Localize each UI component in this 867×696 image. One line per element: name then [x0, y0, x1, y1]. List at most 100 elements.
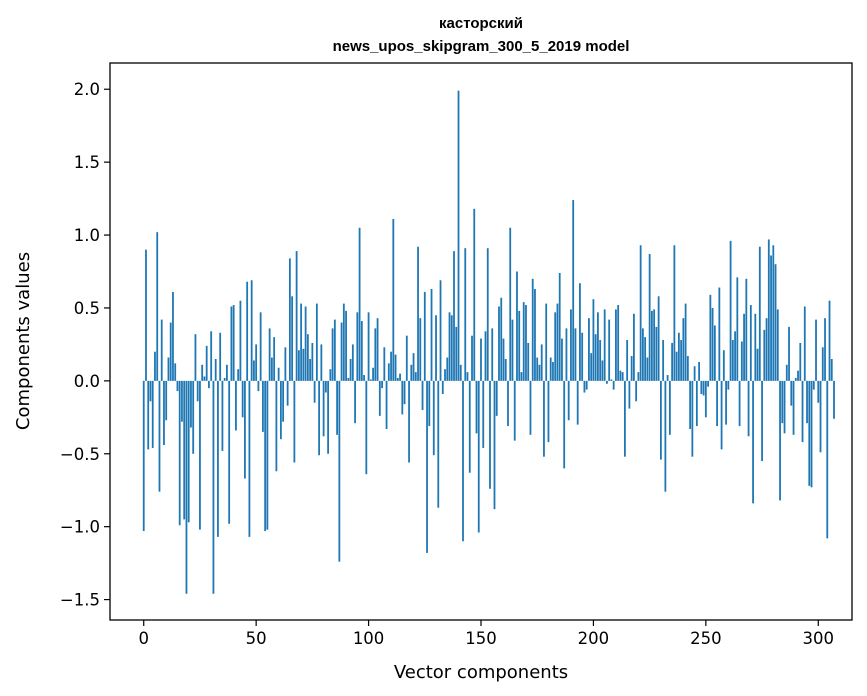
bar	[646, 357, 649, 381]
bar	[594, 334, 597, 381]
bar	[572, 200, 575, 381]
bar	[237, 369, 240, 381]
bar	[666, 375, 669, 381]
bar	[617, 305, 620, 381]
bar	[675, 351, 678, 381]
bar	[201, 364, 204, 381]
bar	[612, 380, 615, 390]
bar	[169, 322, 172, 381]
bar	[797, 370, 799, 381]
bar	[468, 380, 471, 473]
bar	[610, 379, 613, 381]
bar	[208, 380, 210, 389]
bar	[421, 380, 424, 411]
bar	[394, 354, 397, 381]
bar	[448, 312, 451, 381]
bar	[145, 249, 147, 381]
bar	[253, 360, 255, 381]
bar	[830, 359, 833, 381]
bar	[356, 312, 359, 381]
bar	[426, 380, 428, 553]
bar	[486, 248, 489, 381]
bar	[450, 315, 453, 381]
bar	[624, 380, 626, 457]
bar	[493, 380, 496, 510]
y-tick-label: 0.0	[74, 372, 100, 391]
bar	[763, 329, 766, 381]
bar	[585, 380, 588, 390]
bar	[507, 380, 509, 427]
y-tick-label: 1.5	[74, 153, 100, 172]
bar	[821, 347, 824, 381]
bar	[300, 303, 303, 381]
bar	[754, 313, 757, 381]
bar	[745, 278, 748, 381]
bar	[761, 380, 763, 462]
bar	[603, 309, 606, 381]
bar	[525, 305, 527, 381]
bar	[329, 369, 332, 381]
bar	[824, 318, 826, 381]
bar	[453, 251, 455, 381]
bar	[657, 296, 660, 381]
y-axis-label: Components values	[13, 252, 34, 430]
bar	[399, 373, 401, 381]
bar	[531, 278, 534, 381]
bar	[677, 332, 680, 381]
bar	[641, 328, 644, 381]
bar	[318, 380, 321, 456]
bar	[547, 380, 550, 443]
bar	[543, 380, 545, 457]
bar	[322, 380, 325, 437]
bar	[439, 280, 442, 381]
bar	[693, 366, 696, 381]
bar	[808, 380, 811, 486]
bar	[214, 359, 217, 381]
bar	[390, 351, 392, 381]
bar	[212, 380, 215, 594]
bar	[518, 310, 521, 381]
bar	[142, 380, 145, 532]
x-tick-label: 200	[578, 629, 610, 648]
bar	[511, 319, 514, 381]
bar	[695, 380, 698, 427]
bar	[563, 380, 566, 469]
bar	[713, 325, 716, 381]
bar	[259, 312, 262, 381]
bar	[619, 370, 622, 381]
bar	[277, 367, 280, 381]
bar	[653, 309, 656, 381]
bar	[781, 380, 784, 424]
bar	[590, 353, 593, 381]
bar	[246, 281, 249, 381]
bar	[158, 380, 161, 492]
bar	[752, 380, 754, 504]
bar	[441, 380, 444, 394]
x-tick-label: 0	[138, 629, 149, 648]
bar	[529, 380, 532, 435]
bar	[495, 380, 498, 416]
bar	[297, 350, 300, 381]
bar	[374, 328, 377, 381]
bar	[282, 380, 285, 422]
bar	[302, 348, 305, 381]
x-tick-label: 100	[353, 629, 385, 648]
bar	[217, 380, 219, 537]
bar	[221, 380, 224, 451]
bar	[567, 380, 570, 421]
bar	[682, 318, 685, 381]
bar	[183, 380, 186, 520]
bar	[241, 380, 244, 418]
bar	[527, 342, 530, 381]
bar	[592, 299, 595, 381]
bar	[475, 380, 478, 434]
bars-group	[142, 90, 835, 594]
bar	[414, 372, 417, 381]
bar	[264, 380, 267, 532]
bar	[244, 380, 246, 479]
bar	[387, 363, 390, 381]
bar	[192, 380, 195, 454]
bar	[516, 271, 518, 381]
bar	[320, 344, 323, 381]
bar	[369, 379, 372, 381]
